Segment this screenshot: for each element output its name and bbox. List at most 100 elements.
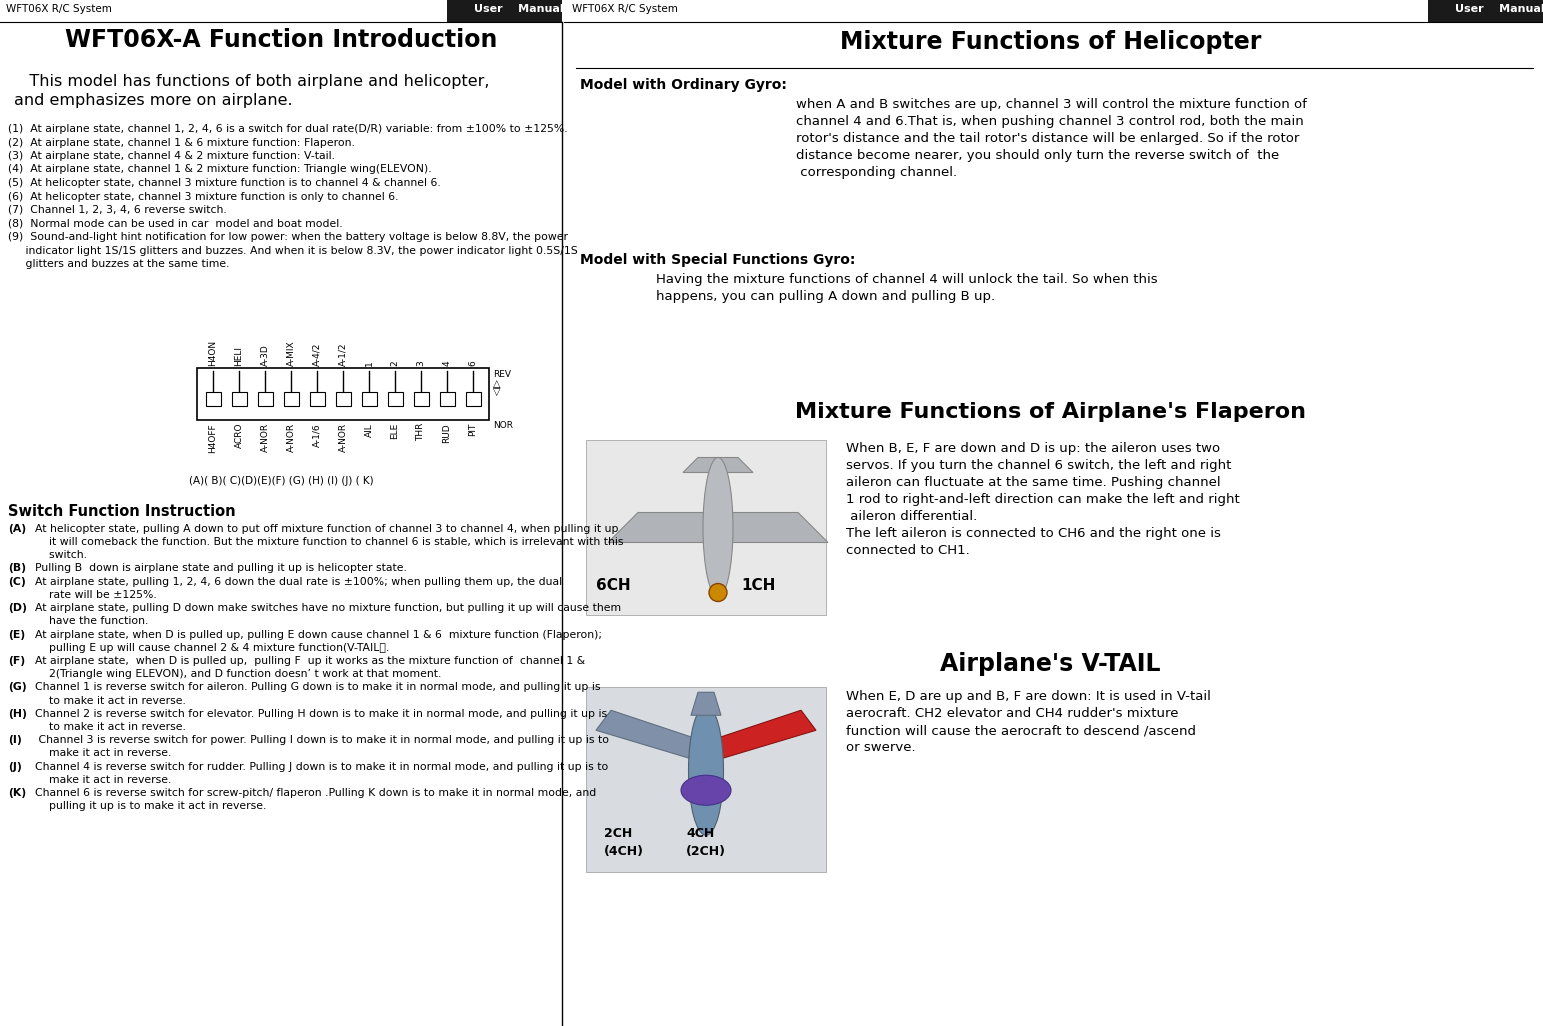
Text: (6)  At helicopter state, channel 3 mixture function is only to channel 6.: (6) At helicopter state, channel 3 mixtu…: [8, 192, 398, 201]
Bar: [310, 392, 324, 406]
Text: (1)  At airplane state, channel 1, 2, 4, 6 is a switch for dual rate(D/R) variab: (1) At airplane state, channel 1, 2, 4, …: [8, 124, 568, 134]
Bar: [0, 0, 562, 22]
Text: THR: THR: [417, 423, 426, 441]
Text: (2CH): (2CH): [687, 845, 727, 858]
Text: A-3D: A-3D: [261, 345, 270, 366]
Text: Airplane's V-TAIL: Airplane's V-TAIL: [940, 652, 1160, 676]
Text: (5)  At helicopter state, channel 3 mixture function is to channel 4 & channel 6: (5) At helicopter state, channel 3 mixtu…: [8, 177, 441, 188]
Text: (C): (C): [8, 577, 26, 587]
Text: Channel 1 is reverse switch for aileron. Pulling G down is to make it in normal : Channel 1 is reverse switch for aileron.…: [28, 682, 600, 706]
Text: Channel 3 is reverse switch for power. Pulling I down is to make it in normal mo: Channel 3 is reverse switch for power. P…: [28, 736, 609, 758]
Bar: [586, 687, 826, 872]
Bar: [466, 392, 480, 406]
Text: A-NOR: A-NOR: [261, 423, 270, 452]
Bar: [205, 392, 221, 406]
Text: 1: 1: [364, 360, 373, 366]
Bar: [361, 392, 376, 406]
Bar: [198, 368, 489, 420]
Text: RUD: RUD: [443, 423, 452, 442]
Text: Model with Special Functions Gyro:: Model with Special Functions Gyro:: [580, 253, 855, 267]
Text: (E): (E): [8, 630, 25, 639]
Text: △: △: [494, 379, 500, 389]
Text: H4OFF: H4OFF: [208, 423, 218, 452]
Polygon shape: [711, 710, 816, 760]
Text: WFT06X-A Function Introduction: WFT06X-A Function Introduction: [65, 28, 497, 52]
Text: (I): (I): [8, 736, 22, 745]
Ellipse shape: [704, 458, 733, 597]
Text: (4CH): (4CH): [603, 845, 643, 858]
Ellipse shape: [680, 776, 731, 805]
Text: ACRO: ACRO: [235, 423, 244, 448]
Text: (A): (A): [8, 524, 26, 534]
Bar: [440, 392, 455, 406]
Polygon shape: [608, 513, 829, 543]
Text: (G): (G): [8, 682, 26, 693]
Bar: [565, 0, 1543, 22]
Text: (D): (D): [8, 603, 26, 614]
Text: 4: 4: [443, 360, 452, 366]
Text: Model with Ordinary Gyro:: Model with Ordinary Gyro:: [580, 78, 787, 92]
Text: (2)  At airplane state, channel 1 & 6 mixture function: Flaperon.: (2) At airplane state, channel 1 & 6 mix…: [8, 137, 355, 148]
Text: (B): (B): [8, 562, 26, 573]
Text: At helicopter state, pulling A down to put off mixture function of channel 3 to : At helicopter state, pulling A down to p…: [28, 524, 623, 560]
Text: (7)  Channel 1, 2, 3, 4, 6 reverse switch.: (7) Channel 1, 2, 3, 4, 6 reverse switch…: [8, 205, 227, 215]
Polygon shape: [596, 710, 701, 760]
Text: A-NOR: A-NOR: [287, 423, 296, 452]
Text: Pulling B  down is airplane state and pulling it up is helicopter state.: Pulling B down is airplane state and pul…: [28, 562, 407, 573]
Text: REV: REV: [494, 370, 511, 379]
Bar: [447, 0, 562, 22]
Text: (4)  At airplane state, channel 1 & 2 mixture function: Triangle wing(ELEVON).: (4) At airplane state, channel 1 & 2 mix…: [8, 164, 432, 174]
Text: A-NOR: A-NOR: [338, 423, 347, 452]
Text: Channel 2 is reverse switch for elevator. Pulling H down is to make it in normal: Channel 2 is reverse switch for elevator…: [28, 709, 606, 732]
Text: User    Manual: User Manual: [474, 4, 563, 14]
Text: WFT06X R/C System: WFT06X R/C System: [572, 4, 677, 14]
Bar: [231, 392, 247, 406]
Text: ELE: ELE: [390, 423, 400, 439]
Text: This model has functions of both airplane and helicopter,: This model has functions of both airplan…: [14, 74, 489, 89]
Text: (K): (K): [8, 788, 26, 798]
Bar: [335, 392, 350, 406]
Text: At airplane state,  when D is pulled up,  pulling F  up it works as the mixture : At airplane state, when D is pulled up, …: [28, 656, 585, 679]
Text: 6: 6: [469, 360, 477, 366]
Text: Mixture Functions of Airplane's Flaperon: Mixture Functions of Airplane's Flaperon: [795, 402, 1305, 422]
Ellipse shape: [688, 705, 724, 835]
Text: (J): (J): [8, 761, 22, 772]
Text: H4ON: H4ON: [208, 340, 218, 366]
Text: When B, E, F are down and D is up: the aileron uses two
servos. If you turn the : When B, E, F are down and D is up: the a…: [846, 442, 1239, 557]
Text: A-4/2: A-4/2: [313, 343, 321, 366]
Bar: [284, 392, 298, 406]
Ellipse shape: [708, 584, 727, 601]
Text: HELI: HELI: [235, 346, 244, 366]
Text: When E, D are up and B, F are down: It is used in V-tail
aerocraft. CH2 elevator: When E, D are up and B, F are down: It i…: [846, 690, 1211, 754]
Text: indicator light 1S/1S glitters and buzzes. And when it is below 8.3V, the power : indicator light 1S/1S glitters and buzze…: [8, 245, 577, 255]
Text: (9)  Sound-and-light hint notification for low power: when the battery voltage i: (9) Sound-and-light hint notification fo…: [8, 232, 568, 242]
Text: when A and B switches are up, channel 3 will control the mixture function of
cha: when A and B switches are up, channel 3 …: [796, 98, 1307, 179]
Text: Channel 6 is reverse switch for screw-pitch/ flaperon .Pulling K down is to make: Channel 6 is reverse switch for screw-pi…: [28, 788, 596, 812]
Text: At airplane state, when D is pulled up, pulling E down cause channel 1 & 6  mixt: At airplane state, when D is pulled up, …: [28, 630, 602, 653]
Text: glitters and buzzes at the same time.: glitters and buzzes at the same time.: [8, 259, 230, 269]
Text: 1CH: 1CH: [741, 578, 776, 593]
Text: A-1/6: A-1/6: [313, 423, 321, 446]
Text: AIL: AIL: [364, 423, 373, 437]
Text: Having the mixture functions of channel 4 will unlock the tail. So when this
hap: Having the mixture functions of channel …: [656, 273, 1157, 303]
Text: PIT: PIT: [469, 423, 477, 436]
Bar: [1427, 0, 1543, 22]
Text: At airplane state, pulling D down make switches have no mixture function, but pu: At airplane state, pulling D down make s…: [28, 603, 622, 627]
Text: A-MIX: A-MIX: [287, 341, 296, 366]
Text: Channel 4 is reverse switch for rudder. Pulling J down is to make it in normal m: Channel 4 is reverse switch for rudder. …: [28, 761, 608, 785]
Text: WFT06X R/C System: WFT06X R/C System: [6, 4, 113, 14]
Text: ▽: ▽: [494, 387, 500, 397]
Text: (A)( B)( C)(D)(E)(F) (G) (H) (I) (J) ( K): (A)( B)( C)(D)(E)(F) (G) (H) (I) (J) ( K…: [188, 476, 373, 486]
Text: (F): (F): [8, 656, 25, 666]
Polygon shape: [691, 693, 721, 715]
Text: 2CH: 2CH: [603, 827, 633, 840]
Bar: [414, 392, 429, 406]
Text: (8)  Normal mode can be used in car  model and boat model.: (8) Normal mode can be used in car model…: [8, 219, 343, 229]
Text: NOR: NOR: [494, 421, 512, 430]
Text: Switch Function Instruction: Switch Function Instruction: [8, 504, 236, 519]
Text: 2: 2: [390, 360, 400, 366]
Text: 3: 3: [417, 360, 426, 366]
Text: At airplane state, pulling 1, 2, 4, 6 down the dual rate is ±100%; when pulling : At airplane state, pulling 1, 2, 4, 6 do…: [28, 577, 562, 600]
Text: Mixture Functions of Helicopter: Mixture Functions of Helicopter: [839, 30, 1261, 54]
Polygon shape: [684, 458, 753, 473]
